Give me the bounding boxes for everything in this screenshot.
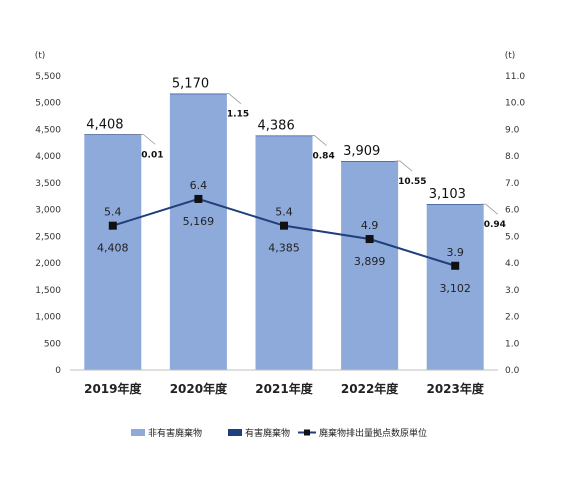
legend-label-non-hazardous: 非有害廃棄物	[148, 427, 202, 439]
legend-label-rate: 廃棄物排出量拠点数原単位	[319, 427, 427, 439]
hazardous-value-label: 0.94	[484, 220, 506, 230]
legend-swatch-hazardous	[228, 429, 242, 436]
left-tick-label: 4,000	[35, 152, 61, 162]
rate-marker	[280, 221, 288, 230]
right-tick-label: 2.0	[505, 313, 520, 323]
bar-hazardous	[341, 161, 399, 162]
rate-marker	[108, 221, 117, 230]
bar-non-hazardous	[255, 135, 313, 370]
rate-value-label: 5.4	[275, 206, 293, 219]
left-tick-label: 500	[44, 339, 61, 349]
left-tick-label: 3,000	[35, 206, 61, 216]
bar-hazardous	[255, 135, 313, 137]
legend-label-hazardous: 有害廃棄物	[245, 427, 290, 439]
hazardous-value-label: 1.15	[227, 110, 249, 120]
left-tick-label: 0	[55, 366, 61, 376]
non-hazardous-value-label: 4,385	[268, 242, 300, 255]
category-label: 2023年度	[426, 381, 484, 396]
right-tick-label: 4.0	[505, 259, 520, 269]
right-tick-label: 6.0	[505, 206, 520, 216]
bar-hazardous	[169, 93, 227, 95]
legend-swatch-rate-marker	[304, 429, 310, 436]
right-tick-label: 7.0	[505, 179, 520, 189]
hazardous-leader-line	[309, 135, 327, 146]
rate-value-label: 6.4	[190, 179, 208, 192]
category-label: 2019年度	[84, 381, 142, 396]
legend-swatch-non-hazardous	[131, 429, 145, 436]
right-tick-label: 1.0	[505, 339, 520, 349]
category-label: 2021年度	[255, 381, 313, 396]
bar-non-hazardous	[341, 161, 399, 370]
left-tick-label: 2,500	[35, 232, 61, 242]
right-tick-label: 0.0	[505, 366, 520, 376]
non-hazardous-value-label: 4,408	[97, 242, 129, 255]
bar-non-hazardous	[169, 93, 227, 370]
bar-hazardous	[84, 134, 142, 135]
left-tick-label: 5,000	[35, 99, 61, 109]
total-label: 4,408	[86, 117, 123, 132]
non-hazardous-value-label: 5,169	[183, 215, 215, 228]
hazardous-leader-line	[223, 93, 242, 104]
left-tick-label: 5,500	[35, 72, 61, 82]
right-axis-unit: (t)	[505, 51, 516, 61]
rate-value-label: 4.9	[361, 219, 379, 232]
hazardous-leader-line	[138, 133, 156, 145]
right-tick-label: 11.0	[505, 72, 525, 82]
left-tick-label: 1,500	[35, 286, 61, 296]
hazardous-leader-line	[480, 203, 498, 215]
right-tick-label: 3.0	[505, 286, 520, 296]
left-tick-label: 4,500	[35, 125, 61, 135]
hazardous-value-label: 0.84	[313, 152, 335, 162]
left-tick-label: 1,000	[35, 313, 61, 323]
right-tick-label: 9.0	[505, 125, 520, 135]
bar-hazardous	[426, 204, 484, 205]
total-label: 5,170	[172, 77, 209, 92]
hazardous-value-label: 0.01	[141, 150, 163, 160]
rate-marker	[194, 194, 203, 203]
right-tick-label: 10.0	[505, 99, 525, 109]
bar-non-hazardous	[84, 134, 142, 370]
category-label: 2020年度	[170, 381, 228, 396]
rate-marker	[365, 235, 374, 244]
right-tick-label: 5.0	[505, 232, 520, 242]
bar-non-hazardous	[426, 204, 484, 370]
total-label: 4,386	[258, 119, 295, 134]
right-tick-label: 8.0	[505, 152, 520, 162]
left-tick-label: 2,000	[35, 259, 61, 269]
left-axis-unit: (t)	[35, 51, 46, 61]
total-label: 3,909	[343, 144, 380, 159]
rate-marker	[451, 261, 460, 270]
category-label: 2022年度	[341, 381, 399, 396]
hazardous-leader-line	[395, 160, 413, 172]
hazardous-value-label: 10.55	[398, 177, 426, 187]
rate-value-label: 3.9	[446, 246, 464, 259]
non-hazardous-value-label: 3,102	[439, 282, 471, 295]
non-hazardous-value-label: 3,899	[354, 255, 386, 268]
total-label: 3,103	[429, 187, 466, 202]
rate-value-label: 5.4	[104, 206, 122, 219]
left-tick-label: 3,500	[35, 179, 61, 189]
